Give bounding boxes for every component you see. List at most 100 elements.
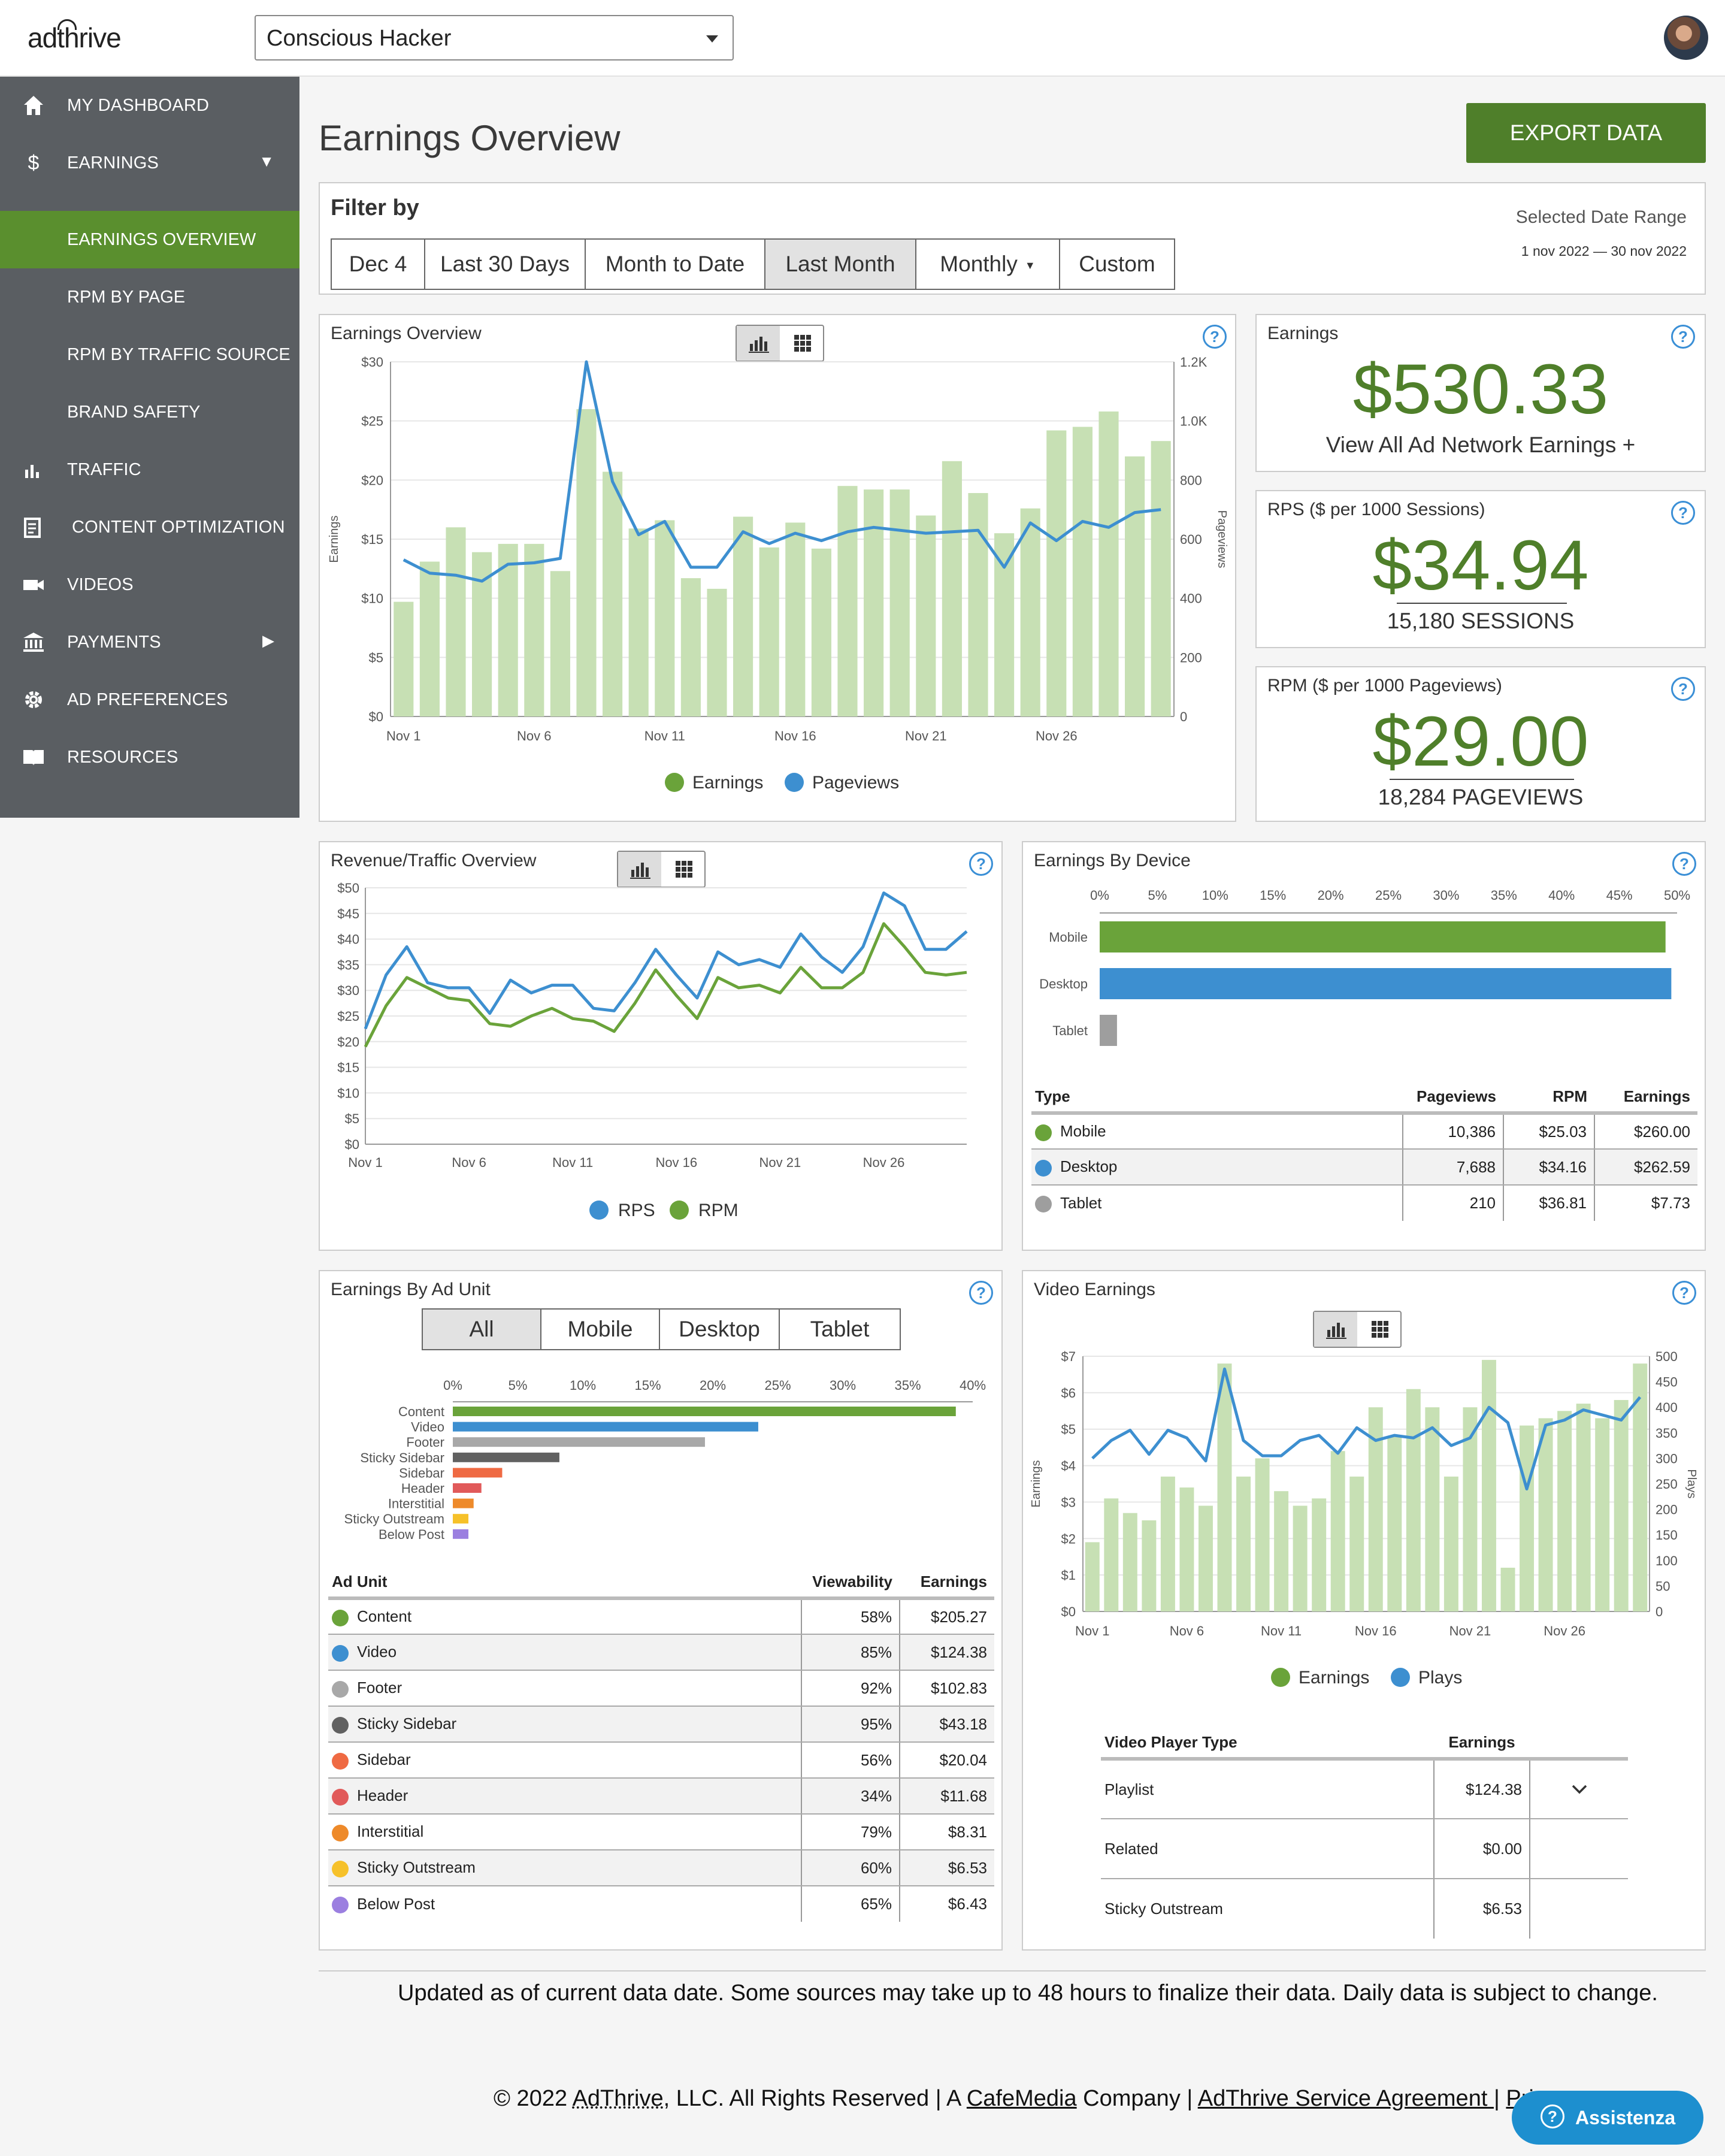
x-tick-label: Nov 11: [644, 728, 685, 743]
earnings-cell: $260.00: [1594, 1113, 1697, 1150]
filter-last-30-days-button[interactable]: Last 30 Days: [424, 238, 586, 290]
bar: [453, 1498, 474, 1508]
column-header: Viewability: [801, 1567, 900, 1600]
player-type-cell: Related: [1101, 1819, 1434, 1879]
legend-dot: [332, 1716, 349, 1734]
x-tick-label: Nov 21: [759, 1155, 801, 1170]
bar: [576, 409, 597, 716]
y-tick-label: $4: [1061, 1459, 1076, 1474]
bar-chart-view-icon[interactable]: [618, 852, 661, 887]
sidebar-item-payments[interactable]: PAYMENTS ▶: [0, 613, 299, 671]
ad-unit-tab-all[interactable]: All: [422, 1308, 541, 1350]
ad-unit-cell: Footer: [328, 1670, 802, 1707]
player-type-cell: Playlist: [1101, 1759, 1434, 1819]
sidebar-item-label: TRAFFIC: [67, 460, 141, 479]
earnings-cell: $102.83: [900, 1670, 994, 1707]
ad-unit-tab-desktop[interactable]: Desktop: [659, 1308, 780, 1350]
sidebar-item-videos[interactable]: VIDEOS: [0, 556, 299, 613]
avatar[interactable]: [1664, 16, 1708, 60]
sidebar-item-label: EARNINGS OVERVIEW: [67, 230, 256, 249]
help-icon[interactable]: ?: [1671, 325, 1695, 349]
table-row: Interstitial 79% $8.31: [328, 1814, 994, 1850]
help-icon[interactable]: ?: [1203, 325, 1227, 349]
filter-dec-4-button[interactable]: Dec 4: [331, 238, 425, 290]
x-tick-label: 30%: [1433, 888, 1459, 903]
filter-custom-button[interactable]: Custom: [1059, 238, 1175, 290]
x-tick-label: 15%: [1260, 888, 1286, 903]
sidebar-item-my-dashboard[interactable]: MY DASHBOARD: [0, 77, 299, 134]
y-tick-label: $2: [1061, 1531, 1076, 1546]
table-row[interactable]: Playlist $124.38: [1101, 1759, 1628, 1819]
help-icon[interactable]: ?: [1672, 852, 1696, 876]
help-icon[interactable]: ?: [1671, 677, 1695, 701]
rps-value: $34.94: [1372, 526, 1589, 605]
earnings-by-ad-unit-chart: 0% 5% 10% 15% 20% 25% 30% 35% 40% ContentVideoFoo…: [344, 1378, 986, 1542]
sidebar-item-traffic[interactable]: TRAFFIC: [0, 441, 299, 498]
ad-unit-cell: Below Post: [328, 1886, 802, 1922]
filter-title: Filter by: [331, 195, 419, 220]
chart-view-toggle[interactable]: [736, 325, 824, 362]
cafemedia-link[interactable]: CafeMedia: [966, 2086, 1077, 2111]
y-tick-label: $20: [337, 1035, 359, 1050]
x-tick-label: 10%: [570, 1378, 596, 1393]
filter-month-to-date-button[interactable]: Month to Date: [585, 238, 765, 290]
table-view-icon[interactable]: [781, 326, 824, 361]
bar: [453, 1514, 469, 1524]
ad-unit-tab-tablet[interactable]: Tablet: [779, 1308, 901, 1350]
view-all-network-earnings-link[interactable]: View All Ad Network Earnings +: [1325, 433, 1636, 457]
chart-view-toggle[interactable]: [1313, 1311, 1402, 1348]
sidebar-item-ad-preferences[interactable]: AD PREFERENCES: [0, 671, 299, 728]
bar: [707, 588, 727, 716]
sidebar-item-resources[interactable]: RESOURCES: [0, 728, 299, 786]
sidebar-item-content-optimization[interactable]: CONTENT OPTIMIZATION: [0, 498, 299, 556]
y2-tick-label: 800: [1180, 473, 1202, 488]
copyright-text: |: [1493, 2086, 1506, 2111]
help-icon[interactable]: ?: [969, 1281, 993, 1305]
column-header: RPM: [1503, 1082, 1594, 1115]
sidebar-item-rpm-by-page[interactable]: RPM BY PAGE: [0, 268, 299, 326]
category-label: Video: [411, 1420, 444, 1435]
viewability-cell: 60%: [801, 1850, 900, 1886]
bar-chart-view-icon[interactable]: [1314, 1312, 1357, 1347]
adthrive-link[interactable]: AdThrive: [572, 2086, 664, 2111]
sidebar-item-rpm-by-traffic-source[interactable]: RPM BY TRAFFIC SOURCE: [0, 326, 299, 383]
y-tick-label: $6: [1061, 1386, 1076, 1401]
sidebar-item-earnings[interactable]: $ EARNINGS ▼: [0, 134, 299, 192]
help-icon[interactable]: ?: [1671, 501, 1695, 525]
sidebar-item-brand-safety[interactable]: BRAND SAFETY: [0, 383, 299, 441]
bar: [1443, 1476, 1458, 1611]
help-icon[interactable]: ?: [1672, 1281, 1696, 1305]
bar: [1198, 1505, 1213, 1611]
adthrive-logo[interactable]: adthrive: [28, 19, 122, 54]
sidebar-item-label: CONTENT OPTIMIZATION: [72, 518, 285, 537]
bar: [453, 1422, 758, 1432]
y2-tick-label: 600: [1180, 532, 1202, 547]
device-type-cell: Desktop: [1031, 1149, 1403, 1186]
ad-unit-tab-mobile[interactable]: Mobile: [540, 1308, 660, 1350]
bar-chart-view-icon[interactable]: [737, 326, 780, 361]
legend-dot: [670, 1201, 689, 1220]
service-agreement-link[interactable]: AdThrive Service Agreement: [1197, 2086, 1494, 2111]
sidebar-item-earnings-overview[interactable]: EARNINGS OVERVIEW: [0, 211, 299, 268]
page-title: Earnings Overview: [319, 118, 621, 158]
site-select[interactable]: Conscious Hacker: [255, 15, 734, 61]
help-icon[interactable]: ?: [969, 852, 993, 876]
row-expand-toggle[interactable]: [1530, 1759, 1628, 1819]
y-tick-label: $0: [345, 1137, 359, 1152]
table-view-icon[interactable]: [1358, 1312, 1402, 1347]
legend-dot: [785, 773, 804, 792]
assistance-button[interactable]: ? Assistenza: [1512, 2091, 1703, 2145]
viewability-cell: 92%: [801, 1670, 900, 1707]
legend-dot: [332, 1860, 349, 1877]
viewability-cell: 58%: [801, 1598, 900, 1635]
table-view-icon[interactable]: [662, 852, 706, 887]
sidebar-item-label: RPM BY PAGE: [67, 288, 186, 307]
y-tick-label: $5: [1061, 1422, 1076, 1437]
export-data-button[interactable]: EXPORT DATA: [1466, 103, 1706, 163]
filter-monthly-dropdown[interactable]: Monthly ▼: [915, 238, 1060, 290]
ad-unit-cell: Sticky Sidebar: [328, 1706, 802, 1743]
chart-view-toggle[interactable]: [617, 851, 706, 888]
y2-tick-label: 150: [1656, 1528, 1678, 1543]
x-tick-label: 35%: [894, 1378, 921, 1393]
filter-last-month-button[interactable]: Last Month: [764, 238, 916, 290]
